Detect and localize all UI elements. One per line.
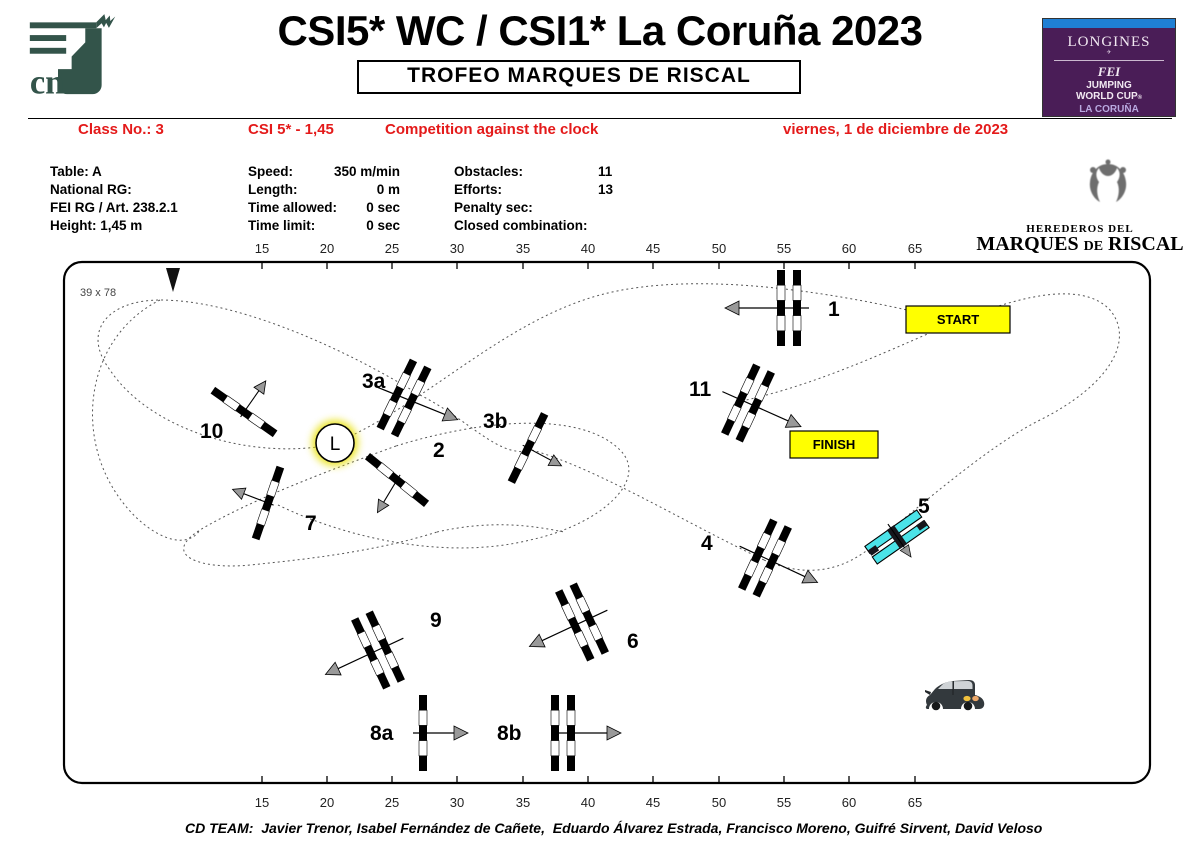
svg-text:20: 20 <box>320 795 334 810</box>
svg-text:30: 30 <box>450 241 464 256</box>
svg-text:6: 6 <box>627 630 639 653</box>
svg-text:15: 15 <box>255 241 269 256</box>
svg-text:50: 50 <box>712 795 726 810</box>
svg-text:40: 40 <box>581 795 595 810</box>
svg-text:25: 25 <box>385 241 399 256</box>
svg-text:START: START <box>937 312 979 327</box>
svg-text:L: L <box>330 434 341 455</box>
svg-text:60: 60 <box>842 795 856 810</box>
svg-text:7: 7 <box>305 512 317 535</box>
svg-text:20: 20 <box>320 241 334 256</box>
svg-text:50: 50 <box>712 241 726 256</box>
svg-text:1: 1 <box>828 298 840 321</box>
svg-text:2: 2 <box>433 439 445 462</box>
svg-text:39 x 78: 39 x 78 <box>80 287 116 299</box>
svg-text:FINISH: FINISH <box>813 437 856 452</box>
svg-text:5: 5 <box>918 495 930 518</box>
svg-text:35: 35 <box>516 795 530 810</box>
svg-text:25: 25 <box>385 795 399 810</box>
svg-text:40: 40 <box>581 241 595 256</box>
svg-text:10: 10 <box>200 420 223 443</box>
svg-text:45: 45 <box>646 241 660 256</box>
svg-text:60: 60 <box>842 241 856 256</box>
svg-text:8a: 8a <box>370 722 394 745</box>
svg-text:3a: 3a <box>362 370 386 393</box>
svg-text:55: 55 <box>777 241 791 256</box>
svg-text:15: 15 <box>255 795 269 810</box>
svg-text:11: 11 <box>689 378 712 401</box>
svg-text:55: 55 <box>777 795 791 810</box>
svg-text:65: 65 <box>908 795 922 810</box>
svg-text:3b: 3b <box>483 410 508 433</box>
svg-text:4: 4 <box>701 532 713 555</box>
svg-text:65: 65 <box>908 241 922 256</box>
svg-text:9: 9 <box>430 609 442 632</box>
svg-text:35: 35 <box>516 241 530 256</box>
svg-text:45: 45 <box>646 795 660 810</box>
svg-text:30: 30 <box>450 795 464 810</box>
svg-text:8b: 8b <box>497 722 522 745</box>
